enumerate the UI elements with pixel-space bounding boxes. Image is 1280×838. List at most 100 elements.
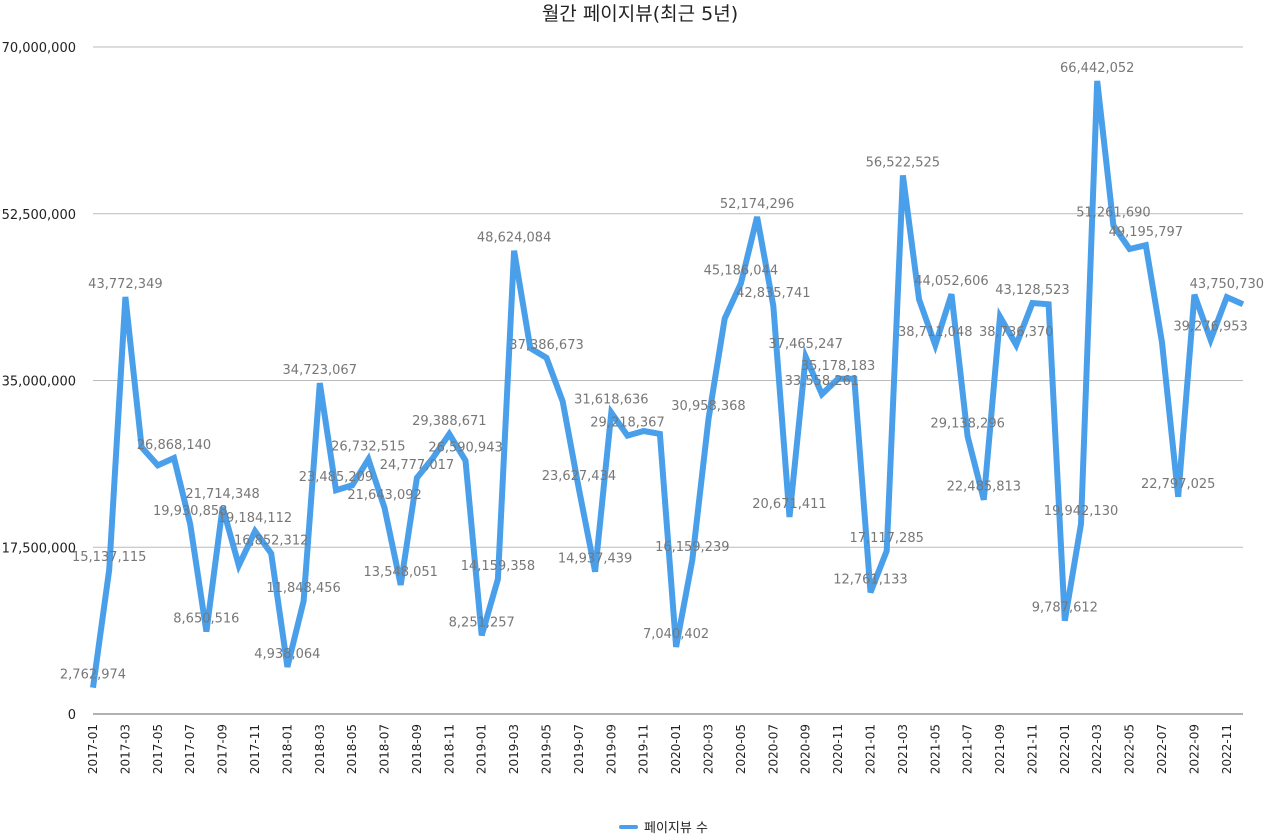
- series-lines: [90, 80, 1245, 689]
- data-label: 8,650,516: [173, 612, 239, 627]
- x-tick-label: 2020-09: [799, 724, 813, 774]
- data-label: 23,627,434: [542, 469, 616, 484]
- x-tick-label: 2021-03: [896, 724, 910, 774]
- data-label: 26,868,140: [137, 438, 211, 453]
- data-label: 49,195,797: [1109, 225, 1183, 240]
- data-label: 7,040,402: [643, 627, 709, 642]
- x-tick-label: 2021-11: [1025, 724, 1039, 774]
- x-tick-label: 2021-07: [961, 724, 975, 774]
- data-label: 14,937,439: [558, 552, 632, 567]
- data-label: 39,276,953: [1173, 320, 1247, 335]
- x-tick-label: 2017-09: [216, 724, 230, 774]
- x-axis-ticks: 2017-01 2017-03 2017-05 2017-07 2017-09 2017-…: [86, 724, 1234, 774]
- x-tick-label: 2022-05: [1123, 724, 1137, 774]
- x-tick-label: 2019-09: [604, 724, 618, 774]
- data-label: 43,772,349: [88, 277, 162, 292]
- data-label: 31,618,636: [574, 393, 648, 408]
- data-label: 22,485,813: [947, 480, 1021, 495]
- data-label: 12,761,133: [833, 572, 907, 587]
- x-tick-label: 2021-01: [863, 724, 877, 774]
- x-tick-label: 2020-03: [701, 724, 715, 774]
- data-label: 35,178,183: [801, 359, 875, 374]
- data-label: 21,643,092: [347, 488, 421, 503]
- gridlines: [93, 46, 1243, 715]
- data-label: 16,852,312: [234, 533, 308, 548]
- data-label: 19,942,130: [1044, 504, 1118, 519]
- chart-title: 월간 페이지뷰(최근 5년): [542, 3, 738, 25]
- x-tick-label: 2019-01: [475, 724, 489, 774]
- x-tick-label: 2021-05: [928, 724, 942, 774]
- x-tick-label: 2019-11: [637, 724, 651, 774]
- x-tick-label: 2017-11: [248, 724, 262, 774]
- data-label: 17,117,285: [849, 531, 923, 546]
- data-label: 37,465,247: [768, 337, 842, 352]
- data-label: 51,261,690: [1076, 206, 1150, 221]
- data-label: 21,714,348: [185, 487, 259, 502]
- data-label: 66,442,052: [1060, 61, 1134, 76]
- data-label: 30,958,368: [671, 399, 745, 414]
- data-label: 2,762,974: [60, 668, 126, 683]
- data-label: 29,218,367: [590, 416, 664, 431]
- data-label: 34,723,067: [283, 363, 357, 378]
- y-tick-label: 0: [68, 708, 76, 723]
- data-label: 45,186,044: [704, 263, 778, 278]
- data-label: 37,386,673: [509, 338, 583, 353]
- y-tick-label: 35,000,000: [2, 375, 76, 390]
- x-tick-label: 2019-05: [540, 724, 554, 774]
- data-label: 29,388,671: [412, 414, 486, 429]
- data-label: 26,590,943: [428, 441, 502, 456]
- x-tick-label: 2018-01: [280, 724, 294, 774]
- x-tick-label: 2022-11: [1220, 724, 1234, 774]
- data-label: 16,159,239: [655, 540, 729, 555]
- data-labels: 2,762,974 15,137,115 43,772,349 26,868,140 1…: [60, 61, 1264, 683]
- legend-label: 페이지뷰 수: [644, 821, 708, 836]
- x-tick-label: 2017-05: [151, 724, 165, 774]
- data-label: 48,624,084: [477, 231, 551, 246]
- x-tick-label: 2018-05: [345, 724, 359, 774]
- data-label: 19,184,112: [218, 511, 292, 526]
- data-label: 22,797,025: [1141, 477, 1215, 492]
- x-tick-label: 2020-11: [831, 724, 845, 774]
- data-label: 56,522,525: [866, 155, 940, 170]
- data-label: 52,174,296: [720, 197, 794, 212]
- y-tick-label: 17,500,000: [2, 541, 76, 556]
- data-label: 42,835,741: [736, 286, 810, 301]
- data-label: 44,052,606: [914, 274, 988, 289]
- x-tick-label: 2017-01: [86, 724, 100, 774]
- data-label: 20,671,411: [752, 497, 826, 512]
- x-tick-label: 2019-07: [572, 724, 586, 774]
- x-tick-label: 2021-09: [993, 724, 1007, 774]
- x-tick-label: 2017-07: [183, 724, 197, 774]
- y-tick-label: 70,000,000: [2, 41, 76, 56]
- data-label: 38,711,048: [898, 325, 972, 340]
- x-tick-label: 2019-03: [507, 724, 521, 774]
- data-label: 9,787,612: [1032, 601, 1098, 616]
- x-tick-label: 2018-07: [378, 724, 392, 774]
- x-tick-label: 2018-11: [442, 724, 456, 774]
- x-tick-label: 2018-09: [410, 724, 424, 774]
- data-label: 11,848,456: [266, 581, 340, 596]
- data-label: 43,750,730: [1190, 277, 1264, 292]
- data-label: 43,128,523: [995, 283, 1069, 298]
- data-label: 24,777,017: [380, 458, 454, 473]
- data-label: 33,558,261: [785, 374, 859, 389]
- data-label: 4,938,064: [254, 647, 320, 662]
- data-label: 19,930,858: [153, 504, 227, 519]
- data-label: 38,736,370: [979, 325, 1053, 340]
- x-tick-label: 2022-03: [1090, 724, 1104, 774]
- x-tick-label: 2022-09: [1187, 724, 1201, 774]
- data-label: 14,159,358: [461, 559, 535, 574]
- legend[interactable]: 페이지뷰 수: [619, 821, 708, 836]
- data-label: 23,485,209: [299, 470, 373, 485]
- x-tick-label: 2022-01: [1058, 724, 1072, 774]
- y-axis-ticks: 0 17,500,000 35,000,000 52,500,000 70,000,00…: [2, 41, 76, 723]
- data-label: 29,138,296: [930, 416, 1004, 431]
- x-tick-label: 2020-07: [766, 724, 780, 774]
- data-label: 15,137,115: [72, 550, 146, 565]
- x-tick-label: 2017-03: [118, 724, 132, 774]
- data-label: 13,548,051: [364, 565, 438, 580]
- x-tick-label: 2022-07: [1155, 724, 1169, 774]
- y-tick-label: 52,500,000: [2, 208, 76, 223]
- data-label: 26,732,515: [331, 439, 405, 454]
- x-tick-label: 2020-01: [669, 724, 683, 774]
